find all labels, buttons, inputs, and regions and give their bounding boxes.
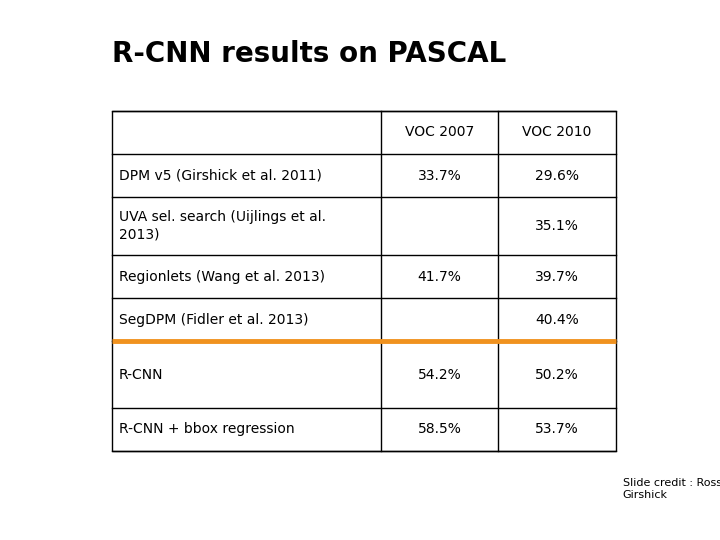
Text: R-CNN + bbox regression: R-CNN + bbox regression: [119, 422, 294, 436]
Text: Regionlets (Wang et al. 2013): Regionlets (Wang et al. 2013): [119, 269, 325, 284]
Text: SegDPM (Fidler et al. 2013): SegDPM (Fidler et al. 2013): [119, 313, 308, 327]
Text: 29.6%: 29.6%: [535, 168, 579, 183]
Text: VOC 2010: VOC 2010: [522, 125, 592, 139]
Bar: [112, 111, 616, 451]
Text: 50.2%: 50.2%: [535, 368, 579, 382]
Text: R-CNN: R-CNN: [119, 368, 163, 382]
Text: DPM v5 (Girshick et al. 2011): DPM v5 (Girshick et al. 2011): [119, 168, 322, 183]
Text: R-CNN results on PASCAL: R-CNN results on PASCAL: [112, 39, 506, 68]
Text: 39.7%: 39.7%: [535, 269, 579, 284]
Text: 40.4%: 40.4%: [535, 313, 579, 327]
Text: 33.7%: 33.7%: [418, 168, 462, 183]
Text: 35.1%: 35.1%: [535, 219, 579, 233]
Text: 53.7%: 53.7%: [535, 422, 579, 436]
Text: VOC 2007: VOC 2007: [405, 125, 474, 139]
Text: 41.7%: 41.7%: [418, 269, 462, 284]
Text: 54.2%: 54.2%: [418, 368, 462, 382]
Text: UVA sel. search (Uijlings et al.
2013): UVA sel. search (Uijlings et al. 2013): [119, 211, 325, 242]
Text: Slide credit : Ross
Girshick: Slide credit : Ross Girshick: [623, 478, 720, 500]
Text: 58.5%: 58.5%: [418, 422, 462, 436]
